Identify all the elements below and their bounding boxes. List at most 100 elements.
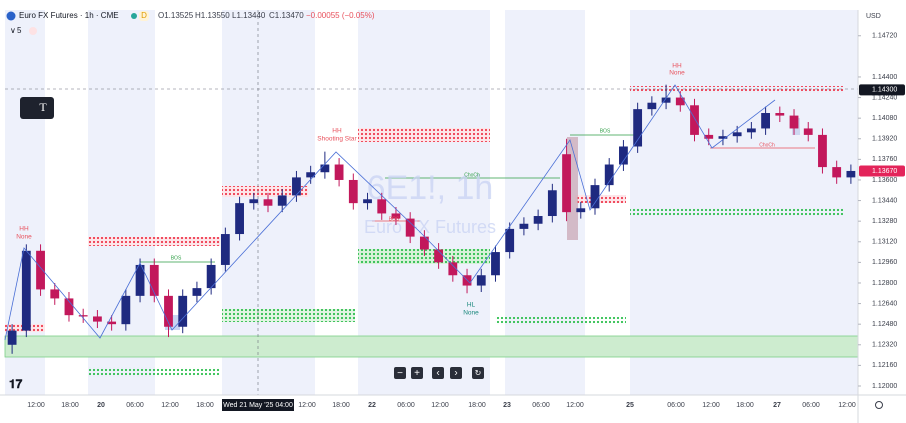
time-axis: 12:00 18:00 20 06:00 12:00 18:00 Wed 21 May '2… (27, 399, 856, 411)
annotation: HH (672, 63, 682, 70)
y-tick-label: 1.13120 (872, 239, 897, 246)
candle-body (775, 113, 785, 116)
candle-body (391, 213, 401, 219)
x-tick-label: 20 (97, 402, 105, 409)
alert-icon[interactable] (29, 27, 37, 35)
collapse-icon[interactable]: ∨ (10, 26, 16, 35)
candle-body (590, 185, 600, 209)
scroll-right[interactable] (450, 367, 462, 379)
x-tick-label: 12:00 (161, 402, 179, 409)
x-tick-label: 18:00 (468, 402, 486, 409)
candle-body (405, 218, 415, 237)
candle-body (50, 289, 60, 299)
annotation: HH (19, 226, 29, 233)
candle-body (78, 315, 88, 317)
candle-body (434, 249, 444, 263)
scroll-right-icon[interactable]: › (454, 368, 457, 379)
annotation: ChoCh (759, 142, 775, 148)
candle-body (789, 115, 799, 129)
candle-body (36, 250, 45, 290)
candle-body (164, 295, 173, 327)
x-tick-label: 12:00 (431, 402, 449, 409)
candle-body (846, 170, 856, 178)
x-tick-label: 18:00 (61, 402, 79, 409)
crosshair-time-box (222, 399, 294, 411)
y-tick-label: 1.14080 (872, 115, 897, 122)
candle-body (547, 190, 557, 217)
currency[interactable]: USD (866, 13, 881, 20)
navigation: − + ‹ › ↻ (394, 367, 484, 379)
header-bg (0, 0, 906, 10)
candle-body (761, 113, 770, 129)
y-tick-label: 1.12640 (872, 300, 897, 307)
reset-icon[interactable]: ↻ (475, 369, 482, 378)
ohlc-value: O1.13525 (158, 11, 194, 20)
zoom-in-icon[interactable]: + (414, 368, 420, 379)
candle-body (107, 321, 117, 325)
candle-body (562, 154, 571, 213)
candle-body (619, 146, 628, 165)
candle-body (818, 134, 827, 168)
candle-body (832, 167, 842, 178)
candle-body (206, 264, 216, 289)
y-tick-label: 1.13920 (872, 136, 897, 143)
zoom-out[interactable] (394, 367, 406, 379)
candle-body (448, 262, 458, 276)
settings-icon[interactable] (875, 401, 883, 409)
scroll-left[interactable] (432, 367, 444, 379)
x-tick-label: 06:00 (126, 402, 144, 409)
y-tick-label: 1.12800 (872, 280, 897, 287)
price-axis: 1.12000 1.12160 1.12320 1.12480 1.12640 1.128… (858, 33, 905, 390)
zoom-in[interactable] (411, 367, 423, 379)
x-tick-label: 22 (368, 402, 376, 409)
candle-body (235, 203, 244, 235)
symbol-title: Euro FX Futures · 1h · CME (19, 11, 119, 20)
scroll-left-icon[interactable]: ‹ (436, 368, 439, 379)
ohlc-value: C1.13470 (269, 11, 304, 20)
candle-body (647, 102, 657, 110)
y-tick-label: 1.12960 (872, 259, 897, 266)
x-tick-label: 18:00 (332, 402, 350, 409)
y-tick-label: 1.12000 (872, 383, 897, 390)
x-tick-label: 06:00 (397, 402, 415, 409)
candle-body (505, 228, 515, 253)
x-tick-label: 06:00 (802, 402, 820, 409)
zoom-out-icon[interactable]: − (397, 368, 403, 379)
y-tick-label: 1.12480 (872, 321, 897, 328)
indicator-count[interactable]: 5 (17, 26, 22, 35)
y-tick-label: 1.13440 (872, 197, 897, 204)
x-tick-label: 12:00 (838, 402, 856, 409)
x-tick-label: 27 (773, 402, 781, 409)
candle-body (476, 275, 486, 286)
y-tick-label: 1.14400 (872, 74, 897, 81)
candle-body (64, 298, 74, 316)
x-tick-label: 06:00 (532, 402, 550, 409)
reset[interactable] (472, 367, 484, 379)
x-tick-label: 18:00 (196, 402, 214, 409)
candle-body (220, 234, 230, 265)
tv-logo[interactable]: 𝟏𝟕 (9, 377, 23, 391)
candle-body (292, 177, 301, 196)
candle-body (661, 97, 671, 103)
x-tick-label: 12:00 (27, 402, 45, 409)
candle-body (263, 199, 273, 206)
x-tick-label: 25 (626, 402, 634, 409)
annotation: None (669, 70, 685, 77)
crosshair-price-box (859, 84, 905, 96)
x-tick-label: 23 (503, 402, 511, 409)
candle-body (675, 97, 685, 106)
candle-body (491, 252, 500, 276)
candle-body (690, 105, 699, 135)
candle-body (732, 132, 742, 137)
candle-body (135, 264, 145, 296)
candle-body (320, 164, 330, 173)
text-tool-label[interactable]: T (39, 100, 47, 114)
candles (7, 84, 856, 354)
candle-body (249, 199, 259, 204)
text-tool-button[interactable] (20, 97, 54, 119)
candle-body (377, 199, 387, 214)
ohlc-value: −0.00055 (−0.05%) (306, 11, 375, 20)
annotation: Shooting Star (317, 136, 357, 143)
status-dot (131, 13, 137, 19)
